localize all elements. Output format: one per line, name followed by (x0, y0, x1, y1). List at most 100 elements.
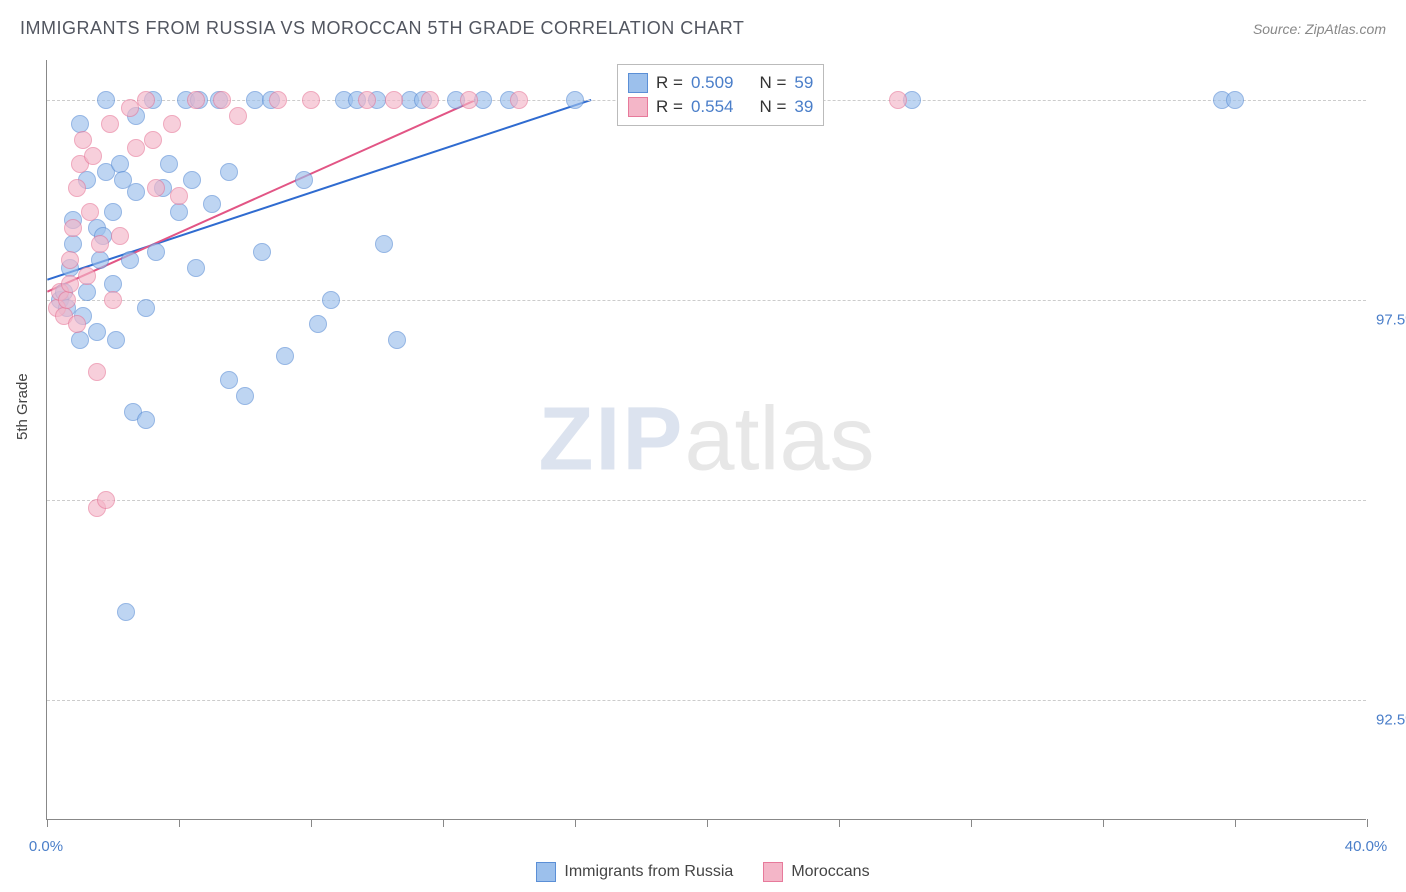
x-tick (47, 819, 48, 827)
legend-swatch (628, 97, 648, 117)
data-point-moroccans (121, 99, 139, 117)
data-point-russia (88, 323, 106, 341)
n-label: N = (759, 97, 786, 117)
data-point-russia (246, 91, 264, 109)
y-tick-label: 97.5% (1376, 312, 1406, 329)
source-prefix: Source: (1253, 21, 1305, 37)
data-point-moroccans (68, 179, 86, 197)
data-point-russia (117, 603, 135, 621)
data-point-russia (322, 291, 340, 309)
data-point-moroccans (88, 363, 106, 381)
source-attribution: Source: ZipAtlas.com (1253, 21, 1386, 37)
watermark: ZIPatlas (538, 388, 874, 491)
data-point-russia (388, 331, 406, 349)
data-point-moroccans (97, 491, 115, 509)
gridline (47, 300, 1366, 301)
data-point-moroccans (137, 91, 155, 109)
data-point-russia (71, 331, 89, 349)
bottom-legend: Immigrants from Russia Moroccans (0, 862, 1406, 882)
n-value: 59 (794, 73, 813, 93)
data-point-russia (91, 251, 109, 269)
data-point-russia (220, 163, 238, 181)
data-point-moroccans (61, 251, 79, 269)
data-point-russia (147, 243, 165, 261)
n-label: N = (759, 73, 786, 93)
gridline (47, 500, 1366, 501)
data-point-moroccans (78, 267, 96, 285)
data-point-russia (121, 251, 139, 269)
data-point-russia (203, 195, 221, 213)
data-point-moroccans (889, 91, 907, 109)
data-point-moroccans (385, 91, 403, 109)
data-point-russia (78, 283, 96, 301)
data-point-russia (104, 203, 122, 221)
r-value: 0.554 (691, 97, 734, 117)
data-point-moroccans (74, 131, 92, 149)
data-point-russia (160, 155, 178, 173)
data-point-moroccans (510, 91, 528, 109)
data-point-russia (111, 155, 129, 173)
watermark-zip: ZIP (538, 389, 684, 489)
stats-legend: R =0.509N =59R =0.554N =39 (617, 64, 824, 126)
stats-legend-row-moroccans: R =0.554N =39 (628, 95, 813, 119)
r-value: 0.509 (691, 73, 734, 93)
legend-swatch (536, 862, 556, 882)
chart-title: IMMIGRANTS FROM RUSSIA VS MOROCCAN 5TH G… (20, 18, 744, 39)
data-point-moroccans (229, 107, 247, 125)
data-point-russia (236, 387, 254, 405)
x-tick-label: 40.0% (1345, 838, 1388, 855)
data-point-moroccans (84, 147, 102, 165)
data-point-moroccans (81, 203, 99, 221)
source-name: ZipAtlas.com (1305, 21, 1386, 37)
data-point-moroccans (269, 91, 287, 109)
stats-legend-row-russia: R = 0.509 N = 59 (628, 71, 813, 95)
x-tick (1367, 819, 1368, 827)
legend-swatch (628, 73, 648, 93)
data-point-russia (187, 259, 205, 277)
data-point-russia (253, 243, 271, 261)
data-point-moroccans (64, 219, 82, 237)
data-point-russia (137, 299, 155, 317)
legend-item-moroccans: Moroccans (763, 862, 869, 882)
data-point-moroccans (127, 139, 145, 157)
data-point-russia (375, 235, 393, 253)
data-point-russia (220, 371, 238, 389)
r-label: R = (656, 97, 683, 117)
data-point-moroccans (460, 91, 478, 109)
r-label: R = (656, 73, 683, 93)
data-point-russia (566, 91, 584, 109)
data-point-moroccans (91, 235, 109, 253)
x-tick (707, 819, 708, 827)
title-bar: IMMIGRANTS FROM RUSSIA VS MOROCCAN 5TH G… (20, 18, 1386, 39)
x-tick (443, 819, 444, 827)
data-point-moroccans (187, 91, 205, 109)
watermark-atlas: atlas (684, 389, 874, 489)
y-tick-label: 92.5% (1376, 712, 1406, 729)
y-axis-title: 5th Grade (14, 373, 31, 440)
trend-lines-layer (47, 60, 1366, 819)
data-point-moroccans (58, 291, 76, 309)
x-tick (575, 819, 576, 827)
data-point-moroccans (101, 115, 119, 133)
x-tick (311, 819, 312, 827)
data-point-moroccans (163, 115, 181, 133)
data-point-moroccans (358, 91, 376, 109)
legend-label: Immigrants from Russia (564, 863, 733, 881)
gridline (47, 700, 1366, 701)
x-tick (1235, 819, 1236, 827)
data-point-russia (137, 411, 155, 429)
data-point-moroccans (421, 91, 439, 109)
x-tick (839, 819, 840, 827)
data-point-russia (97, 91, 115, 109)
data-point-moroccans (147, 179, 165, 197)
data-point-russia (170, 203, 188, 221)
data-point-moroccans (144, 131, 162, 149)
plot-area: ZIPatlas 92.5%97.5%R =0.509N =59R =0.554… (46, 60, 1366, 820)
data-point-russia (1226, 91, 1244, 109)
data-point-moroccans (111, 227, 129, 245)
legend-item-russia: Immigrants from Russia (536, 862, 733, 882)
legend-label: Moroccans (791, 863, 869, 881)
data-point-russia (107, 331, 125, 349)
data-point-moroccans (61, 275, 79, 293)
data-point-moroccans (170, 187, 188, 205)
